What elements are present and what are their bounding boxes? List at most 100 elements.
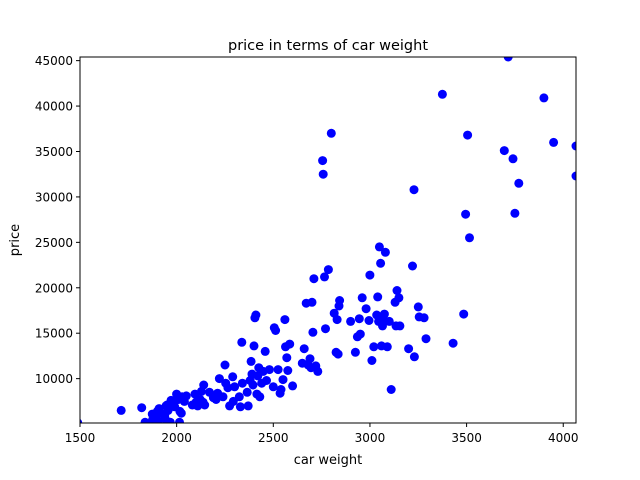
data-point (274, 365, 283, 374)
data-point (309, 274, 318, 283)
data-point (333, 315, 342, 324)
data-point (280, 315, 289, 324)
data-point (182, 391, 191, 400)
data-point (243, 388, 252, 397)
data-point (262, 376, 271, 385)
x-tick-label: 3500 (451, 431, 482, 445)
chart-title: price in terms of car weight (228, 38, 428, 54)
y-tick-label: 40000 (35, 100, 73, 114)
data-point (271, 326, 280, 335)
data-point (381, 248, 390, 257)
data-point (247, 357, 256, 366)
data-point (410, 185, 419, 194)
data-point (461, 210, 470, 219)
data-point (244, 401, 253, 410)
data-point (365, 316, 374, 325)
data-point (288, 381, 297, 390)
data-point (420, 313, 429, 322)
data-point (255, 392, 264, 401)
data-point (358, 293, 367, 302)
x-tick-label: 3000 (355, 431, 386, 445)
data-point (221, 361, 230, 370)
data-point (463, 131, 472, 140)
y-tick-label: 35000 (35, 145, 73, 159)
data-point (509, 154, 518, 163)
data-point (313, 367, 322, 376)
data-point (230, 382, 239, 391)
data-point (228, 372, 237, 381)
y-axis-label: price (8, 224, 23, 256)
data-point (236, 402, 245, 411)
data-point (387, 385, 396, 394)
data-point (235, 392, 244, 401)
data-point (306, 354, 315, 363)
data-point (319, 170, 328, 179)
data-point (300, 344, 309, 353)
x-tick-label: 1500 (65, 431, 96, 445)
data-point (510, 209, 519, 218)
data-point (394, 293, 403, 302)
data-point (549, 138, 558, 147)
data-point (500, 146, 509, 155)
data-point (449, 339, 458, 348)
data-point (219, 392, 228, 401)
data-point (334, 350, 343, 359)
data-point (200, 401, 209, 410)
data-point (324, 265, 333, 274)
data-point (539, 93, 548, 102)
x-tick-label: 2000 (161, 431, 192, 445)
data-point (459, 310, 468, 319)
y-tick-label: 15000 (35, 327, 73, 341)
y-tick-label: 25000 (35, 236, 73, 250)
x-tick-label: 2500 (258, 431, 289, 445)
data-point (335, 296, 344, 305)
data-point (355, 314, 364, 323)
data-point (404, 344, 413, 353)
y-tick-label: 20000 (35, 281, 73, 295)
data-point (410, 352, 419, 361)
data-point (308, 328, 317, 337)
data-point (265, 365, 274, 374)
data-point (285, 340, 294, 349)
data-point (279, 375, 288, 384)
data-point (251, 311, 260, 320)
data-point (277, 385, 286, 394)
y-tick-label: 30000 (35, 190, 73, 204)
data-point (250, 341, 259, 350)
data-point (408, 262, 417, 271)
data-point (261, 347, 270, 356)
data-point (465, 233, 474, 242)
data-point (365, 271, 374, 280)
y-tick-label: 10000 (35, 372, 73, 386)
data-point (383, 342, 392, 351)
data-point (237, 338, 246, 347)
data-point (238, 379, 247, 388)
data-point (346, 317, 355, 326)
data-point (177, 409, 186, 418)
data-point (362, 304, 371, 313)
data-point (356, 330, 365, 339)
data-point (137, 403, 146, 412)
data-point (199, 381, 208, 390)
data-point (369, 342, 378, 351)
data-point (351, 348, 360, 357)
data-point (318, 156, 327, 165)
data-point (321, 324, 330, 333)
x-axis-label: car weight (294, 453, 362, 468)
y-tick-label: 45000 (35, 54, 73, 68)
data-point (514, 179, 523, 188)
data-point (308, 298, 317, 307)
data-point (422, 334, 431, 343)
data-point (380, 310, 389, 319)
data-point (373, 292, 382, 301)
data-point (376, 259, 385, 268)
data-point (414, 302, 423, 311)
data-point (283, 366, 292, 375)
x-tick-label: 4000 (548, 431, 579, 445)
data-point (327, 129, 336, 138)
data-point (269, 382, 278, 391)
data-point (117, 406, 126, 415)
